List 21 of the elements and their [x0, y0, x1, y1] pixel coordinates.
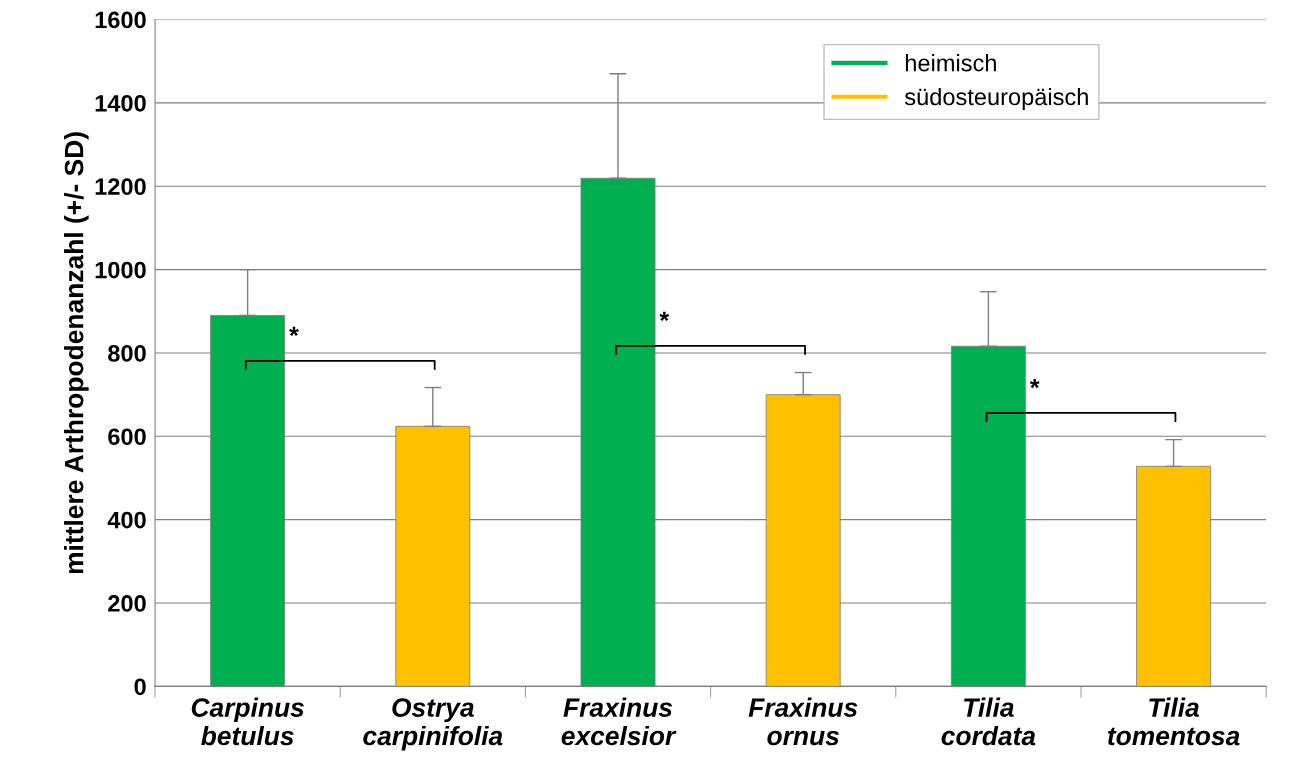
x-tick-label: Carpinus betulus: [191, 697, 304, 746]
y-tick-label: 1200: [95, 178, 146, 196]
y-axis-title: mittlere Arthropodenanzahl (+/- SD): [64, 132, 89, 574]
x-tick-label: Tilia cordata: [941, 697, 1036, 746]
y-tick-label: 400: [107, 511, 146, 529]
y-tick-label: 0: [134, 678, 146, 696]
y-tick-label: 1000: [95, 261, 146, 279]
annotation: *: [1029, 378, 1040, 389]
y-tick-label: 600: [108, 428, 146, 446]
y-tick-label: 1600: [95, 11, 146, 29]
legend-label: südosteuropäisch: [904, 87, 1088, 110]
legend-label: heimisch: [905, 54, 996, 72]
x-tick-label: Tilia tomentosa: [1107, 697, 1240, 746]
y-tick-label: 1400: [95, 94, 146, 112]
x-tick-label: Fraxinus excelsior: [561, 697, 677, 746]
y-tick-label: 200: [108, 595, 146, 612]
x-tick-label: Fraxinus ornus: [748, 697, 858, 746]
y-tick-label: 800: [108, 345, 146, 362]
x-tick-label: Ostrya carpinifolia: [363, 698, 503, 751]
annotation: *: [289, 326, 299, 337]
annotation: *: [659, 311, 670, 322]
